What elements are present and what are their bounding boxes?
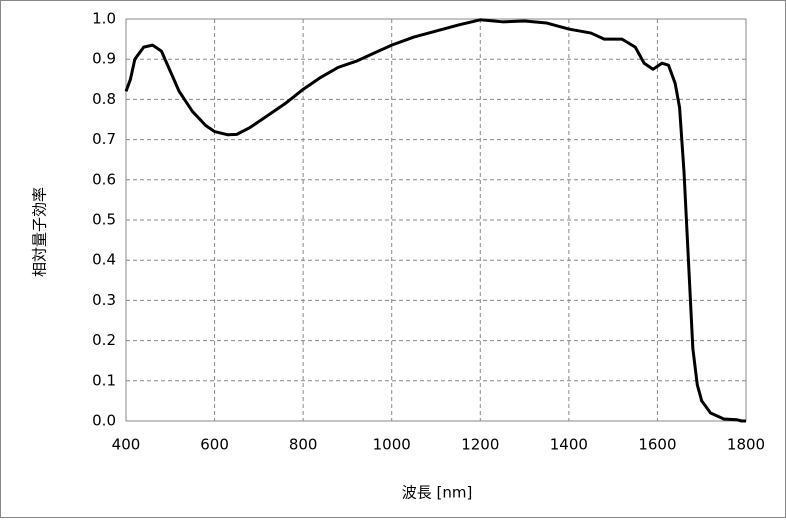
x-tick-label: 400 — [112, 436, 141, 454]
y-tick-label: 0.5 — [92, 211, 116, 229]
y-tick-label: 0.6 — [92, 170, 116, 188]
y-tick-label: 0.7 — [92, 130, 116, 148]
y-tick-label: 0.1 — [92, 371, 116, 389]
x-axis-label: 波長 [nm] — [402, 484, 473, 502]
x-tick-label: 1000 — [373, 436, 411, 454]
x-tick-label: 1200 — [461, 436, 499, 454]
y-axis-label: 相対量子効率 — [31, 187, 49, 277]
x-tick-label: 1400 — [550, 436, 588, 454]
plot-frame — [125, 18, 747, 422]
x-tick-label: 600 — [200, 436, 229, 454]
y-tick-label: 0.3 — [92, 291, 116, 309]
y-tick-label: 0.9 — [92, 50, 116, 68]
x-tick-label: 800 — [289, 436, 318, 454]
data-line — [124, 18, 746, 423]
y-tick-label: 0.8 — [92, 90, 116, 108]
y-tick-label: 0.0 — [92, 412, 116, 430]
y-tick-label: 0.2 — [92, 331, 116, 349]
x-tick-label: 1600 — [638, 436, 676, 454]
x-tick-label: 1800 — [727, 436, 765, 454]
y-tick-label: 1.0 — [92, 10, 116, 28]
y-tick-label: 0.4 — [92, 251, 116, 269]
